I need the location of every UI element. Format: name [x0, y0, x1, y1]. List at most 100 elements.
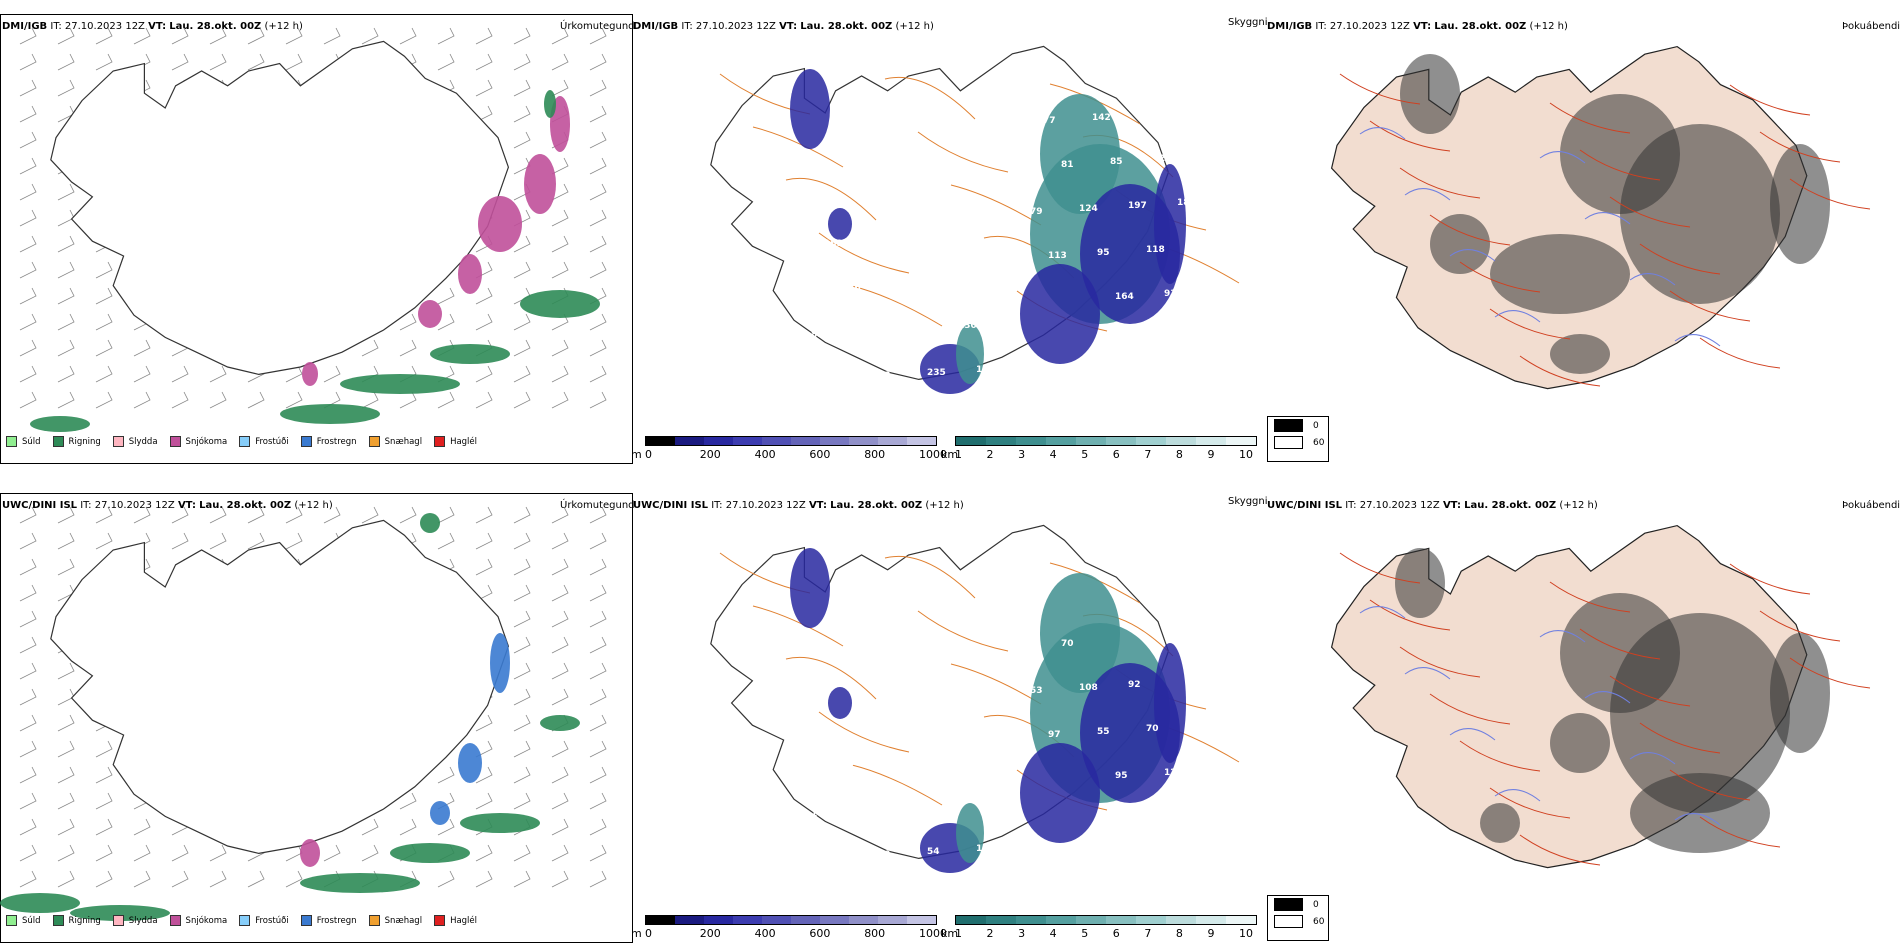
wind-barb — [133, 27, 151, 45]
colorbar-cell — [1076, 437, 1106, 445]
wind-barb — [513, 792, 531, 810]
wind-barb — [589, 584, 607, 602]
road-line — [1429, 214, 1511, 246]
wind-barb — [513, 662, 531, 680]
wind-barb — [475, 27, 493, 45]
river-line — [1674, 334, 1721, 347]
wind-barb — [361, 27, 379, 45]
colorbar-tick: 2 — [986, 927, 994, 940]
wind-barb — [57, 261, 75, 279]
fog-legend-item: 0 — [1268, 417, 1328, 434]
visibility-value-label: 70 — [1146, 724, 1159, 734]
river-line — [1359, 127, 1406, 140]
road-line — [1429, 693, 1511, 725]
wind-barb — [589, 740, 607, 758]
wind-barb — [475, 79, 493, 97]
visibility-area — [1154, 164, 1186, 284]
legend-swatch — [368, 436, 380, 447]
vt-value: Lau. 28.okt. 00Z — [830, 500, 923, 511]
wind-barb — [551, 261, 569, 279]
wind-barb — [589, 209, 607, 227]
wind-barb — [323, 27, 341, 45]
road-line — [1489, 308, 1571, 340]
wind-barb — [399, 818, 417, 836]
visibility-value-label: 53 — [1030, 686, 1043, 696]
colorbar-cell — [646, 437, 675, 445]
visibility-value-label: 54 — [927, 847, 940, 857]
wind-barb — [19, 610, 37, 628]
precip-panel-bottom — [0, 493, 633, 943]
river-line — [1404, 667, 1451, 680]
precip-map — [19, 27, 607, 432]
visibility-value-label: 95 — [1097, 248, 1110, 258]
legend-swatch — [112, 436, 124, 447]
fog-area — [1770, 144, 1830, 264]
legend-swatch — [1274, 915, 1303, 928]
legend-label: Snjókoma — [185, 915, 228, 926]
precip-area — [460, 813, 540, 833]
visibility-value-label: 144 — [896, 125, 915, 135]
it-label: IT: — [681, 21, 693, 32]
wind-barb — [437, 53, 455, 71]
road-line — [785, 177, 877, 221]
wind-barb — [171, 365, 189, 383]
wind-barb — [437, 818, 455, 836]
road-line — [1699, 337, 1781, 369]
wind-barb — [209, 532, 227, 550]
visibility-value-label: 102 — [1025, 362, 1044, 372]
precip-legend-item: Súld — [6, 436, 41, 447]
road-line — [1579, 628, 1661, 660]
visibility-value-label: 169 — [824, 239, 843, 249]
visibility-value-label: 92 — [1128, 680, 1141, 690]
wind-barb — [513, 131, 531, 149]
colorbar-cell — [1016, 916, 1046, 924]
wind-barb — [19, 27, 37, 45]
precip-area — [478, 196, 522, 252]
wind-barb — [57, 766, 75, 784]
visibility-value-label: 105 — [793, 286, 812, 296]
wind-barb — [589, 391, 607, 409]
precip-legend: Súld Rigning Slydda Snjókoma Frostúði Frostre… — [6, 915, 489, 926]
fog-legend-item: 60 — [1268, 913, 1328, 930]
visibility-value-label: 208 — [1159, 154, 1178, 164]
visibility-value-label: 68 — [847, 128, 860, 138]
river-line — [1449, 728, 1496, 741]
wind-barb — [475, 844, 493, 862]
wind-barb — [475, 740, 493, 758]
precip-legend-item: Súld — [6, 915, 41, 926]
precip-area — [390, 843, 470, 863]
precip-panel-top — [0, 14, 633, 464]
wind-barb — [57, 844, 75, 862]
legend-swatch — [434, 915, 446, 926]
wind-barb — [589, 313, 607, 331]
wind-barb — [285, 27, 303, 45]
fog-area — [1430, 214, 1490, 274]
wind-barb — [19, 365, 37, 383]
wind-barb — [57, 209, 75, 227]
legend-label: Frostregn — [316, 915, 357, 926]
model-name: DMI/IGB — [633, 21, 679, 32]
visibility-value-label: 71 — [1182, 812, 1195, 822]
visibility-value-label: 124 — [1079, 204, 1098, 214]
precip-area — [340, 374, 460, 394]
legend-swatch — [6, 915, 17, 926]
colorbar-tick: 7 — [1144, 927, 1152, 940]
precip-area — [524, 154, 556, 214]
vt-value: Lau. 28.okt. 00Z — [199, 500, 292, 511]
colorbar-tick: 10 — [1239, 448, 1253, 461]
river-line — [1449, 249, 1496, 262]
road-line — [752, 126, 844, 168]
visibility-value-label: 118 — [1146, 245, 1165, 255]
legend-swatch — [52, 915, 64, 926]
colorbar-tick: 3 — [1018, 927, 1026, 940]
offset: (+12 h) — [294, 500, 333, 511]
precip-area — [430, 801, 450, 825]
legend-label: 60 — [1313, 437, 1325, 448]
wind-barb — [437, 870, 455, 888]
wind-barb — [589, 766, 607, 784]
precip-panel-label: Úrkomutegund — [560, 21, 635, 32]
river-line — [1494, 789, 1541, 802]
wind-barb — [95, 766, 113, 784]
precip-area — [30, 416, 90, 432]
wind-barb — [285, 391, 303, 409]
